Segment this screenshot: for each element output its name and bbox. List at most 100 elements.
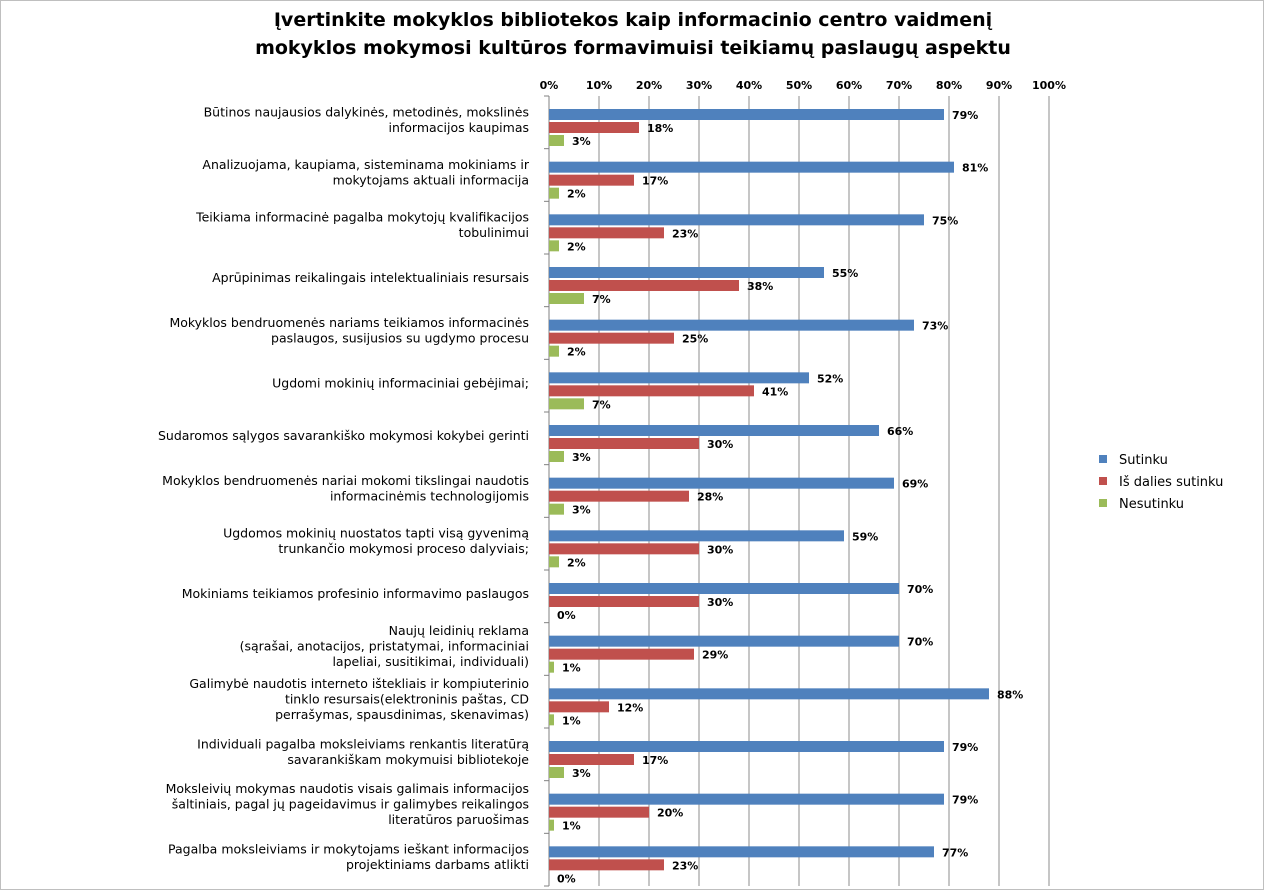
x-tick-label: 80% [936,79,962,92]
bar-nesutinku [549,398,584,410]
x-tick-label: 60% [836,79,862,92]
x-tick-label: 0% [540,79,559,92]
chart-title-line-1: Įvertinkite mokyklos bibliotekos kaip in… [273,9,993,31]
bar-sutinku [549,372,809,384]
data-label: 2% [567,188,586,201]
bar-sutinku [549,425,879,436]
data-label: 66% [887,425,913,438]
category-label: šaltiniais, pagal jų pageidavimus ir gal… [172,797,529,812]
bar-sutinku [549,635,899,647]
category-label: paslaugos, susijusios su ugdymo procesu [271,330,529,345]
category-label: informacinėmis technologijomis [330,488,529,503]
bar-is-dalies-sutinku [549,227,664,239]
bar-sutinku [549,477,894,489]
data-label: 30% [707,543,733,556]
category-label: Individuali pagalba moksleiviams renkant… [197,736,529,751]
bar-is-dalies-sutinku [549,280,739,291]
category-label: (sąrašai, anotacijos, pristatymai, infor… [240,639,529,654]
category-label: Mokyklos bendruomenės nariai mokomi tiks… [162,473,529,488]
data-label: 59% [852,530,878,543]
x-tick-label: 30% [686,79,712,92]
bar-is-dalies-sutinku [549,174,634,186]
bar-sutinku [549,846,934,858]
category-label: Sudaromos sąlygos savarankiško mokymosi … [158,428,529,443]
category-label: literatūros paruošimas [388,812,529,827]
bar-sutinku [549,530,844,542]
bar-is-dalies-sutinku [549,543,699,555]
data-label: 7% [592,398,611,411]
bar-is-dalies-sutinku [549,806,649,818]
data-label: 52% [817,372,843,385]
bar-sutinku [549,688,989,700]
data-label: 75% [932,214,958,227]
data-label: 3% [572,135,591,148]
data-label: 79% [952,109,978,122]
x-tick-label: 40% [736,79,762,92]
data-label: 20% [657,807,683,820]
data-label: 2% [567,556,586,569]
bar-nesutinku [549,767,564,778]
category-label: tobulinimui [459,225,529,240]
bar-is-dalies-sutinku [549,596,699,607]
bar-sutinku [549,214,924,226]
data-label: 88% [997,688,1023,701]
category-label: Mokyklos bendruomenės nariams teikiamos … [169,315,529,330]
data-label: 23% [672,859,698,872]
x-tick-label: 100% [1032,79,1066,92]
data-label: 23% [672,227,698,240]
bar-nesutinku [549,187,559,199]
data-label: 69% [902,478,928,491]
bar-nesutinku [549,503,564,515]
bar-nesutinku [549,714,554,726]
bar-sutinku [549,583,899,594]
category-label: Teikiama informacinė pagalba mokytojų kv… [195,210,529,225]
data-label: 30% [707,596,733,609]
data-label: 3% [572,451,591,464]
category-label: tinklo resursais(elektroninis paštas, CD [285,691,529,706]
x-tick-label: 20% [636,79,662,92]
data-label: 38% [747,280,773,293]
data-label: 17% [642,175,668,188]
data-label: 70% [907,636,933,649]
bar-is-dalies-sutinku [549,122,639,133]
data-label: 79% [952,794,978,807]
category-label: lapeliai, susitikimai, individuali) [332,654,529,669]
data-label: 7% [592,293,611,306]
category-label: Analizuojama, kaupiama, sisteminama moki… [202,157,529,172]
bar-is-dalies-sutinku [549,490,689,502]
bar-nesutinku [549,135,564,146]
category-label: Ugdomi mokinių informaciniai gebėjimai; [272,375,529,390]
bar-sutinku [549,161,954,173]
data-label: 79% [952,741,978,754]
bar-is-dalies-sutinku [549,701,609,713]
data-label: 55% [832,267,858,280]
data-label: 77% [942,846,968,859]
data-label: 81% [962,162,988,175]
legend-swatch [1099,499,1107,507]
data-label: 30% [707,438,733,451]
x-tick-label: 10% [586,79,612,92]
data-label: 3% [572,504,591,517]
data-label: 17% [642,754,668,767]
category-label: Būtinos naujausios dalykinės, metodinės,… [204,104,529,119]
category-label: perrašymas, spausdinimas, skenavimas) [275,707,529,722]
bar-is-dalies-sutinku [549,648,694,660]
category-label: projektiniams darbams atlikti [346,857,529,872]
legend-swatch [1099,477,1107,485]
legend-swatch [1099,455,1107,463]
data-label: 41% [762,385,788,398]
bar-nesutinku [549,661,554,673]
data-label: 0% [557,872,576,885]
data-label: 28% [697,491,723,504]
bar-is-dalies-sutinku [549,332,674,344]
legend-entry: Iš dalies sutinku [1119,475,1223,490]
data-label: 1% [562,820,581,833]
bar-nesutinku [549,819,554,831]
bar-is-dalies-sutinku [549,859,664,871]
data-label: 2% [567,346,586,359]
category-label: Moksleivių mokymas naudotis visais galim… [166,781,529,796]
x-tick-label: 50% [786,79,812,92]
data-label: 18% [647,122,673,135]
